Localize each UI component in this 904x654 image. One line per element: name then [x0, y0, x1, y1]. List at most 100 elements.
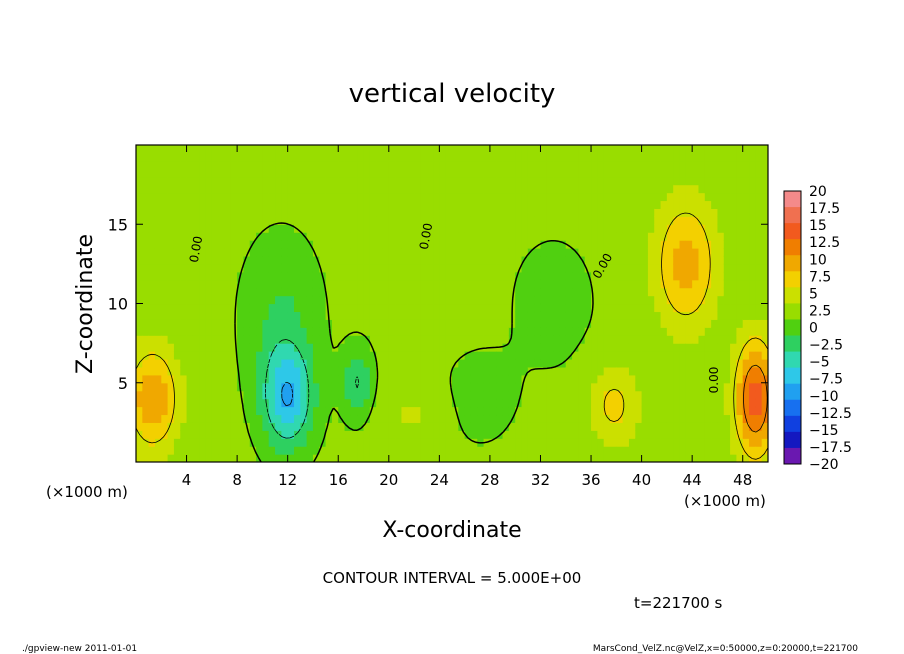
heatmap-cell	[224, 351, 232, 360]
heatmap-cell	[433, 152, 440, 162]
heatmap-cell	[319, 446, 327, 455]
heatmap-cell	[376, 390, 384, 400]
heatmap-cell	[597, 208, 605, 217]
heatmap-cell	[723, 438, 731, 447]
heatmap-cell	[477, 454, 485, 462]
heatmap-cell	[167, 351, 175, 360]
heatmap-cell	[660, 192, 668, 202]
heatmap-cell	[325, 382, 333, 392]
colorbar-swatch	[784, 239, 801, 256]
heatmap-cell	[489, 382, 497, 392]
heatmap-cell	[597, 454, 605, 462]
heatmap-cell	[711, 398, 719, 408]
heatmap-cell	[628, 200, 636, 209]
heatmap-cell	[572, 311, 579, 320]
heatmap-cell	[521, 248, 529, 257]
heatmap-cell	[199, 422, 207, 431]
heatmap-cell	[218, 422, 226, 431]
heatmap-cell	[704, 303, 712, 313]
heatmap-cell	[704, 263, 712, 273]
heatmap-cell	[635, 176, 643, 186]
heatmap-cell	[496, 335, 504, 344]
heatmap-cell	[622, 390, 630, 400]
heatmap-cell	[420, 216, 428, 225]
heatmap-cell	[464, 327, 472, 336]
heatmap-cell	[439, 248, 447, 257]
heatmap-cell	[344, 414, 352, 423]
colorbar-swatch	[784, 351, 801, 369]
heatmap-cell	[243, 287, 251, 297]
heatmap-cell	[186, 160, 194, 170]
heatmap-cell	[142, 398, 150, 408]
heatmap-cell	[692, 358, 700, 368]
heatmap-cell	[319, 335, 327, 344]
heatmap-cell	[647, 335, 655, 344]
heatmap-cell	[230, 438, 238, 447]
heatmap-cell	[540, 279, 548, 289]
heatmap-cell	[262, 303, 270, 313]
heatmap-cell	[584, 343, 592, 352]
heatmap-cell	[489, 192, 497, 202]
heatmap-cell	[755, 232, 763, 241]
heatmap-cell	[376, 200, 384, 209]
heatmap-cell	[237, 319, 245, 328]
heatmap-cell	[730, 216, 737, 225]
heatmap-cell	[685, 382, 693, 392]
heatmap-cell	[508, 430, 516, 439]
heatmap-cell	[325, 287, 333, 297]
heatmap-cell	[249, 287, 257, 297]
heatmap-cell	[546, 145, 554, 154]
heatmap-cell	[237, 145, 245, 154]
heatmap-cell	[647, 168, 655, 178]
heatmap-cell	[363, 406, 371, 416]
heatmap-cell	[275, 216, 282, 225]
heatmap-cell	[540, 406, 548, 416]
heatmap-cell	[540, 152, 548, 162]
heatmap-cell	[559, 351, 567, 360]
heatmap-cell	[281, 184, 289, 194]
heatmap-cell	[489, 168, 497, 178]
heatmap-cell	[749, 414, 756, 423]
heatmap-cell	[704, 176, 712, 186]
heatmap-cell	[584, 176, 592, 186]
heatmap-cell	[275, 152, 282, 162]
heatmap-cell	[300, 176, 308, 186]
heatmap-cell	[173, 438, 181, 447]
heatmap-cell	[527, 430, 535, 439]
heatmap-cell	[546, 176, 554, 186]
heatmap-cell	[458, 279, 466, 289]
heatmap-cell	[742, 248, 750, 257]
heatmap-cell	[483, 271, 491, 281]
heatmap-cell	[350, 208, 358, 217]
heatmap-cell	[382, 406, 390, 416]
heatmap-cell	[489, 446, 497, 455]
heatmap-cell	[154, 382, 162, 392]
heatmap-cell	[591, 327, 598, 336]
heatmap-cell	[256, 422, 263, 431]
heatmap-cell	[597, 240, 605, 249]
heatmap-cell	[338, 351, 346, 360]
heatmap-cell	[199, 398, 207, 408]
heatmap-cell	[180, 255, 188, 265]
heatmap-cell	[534, 200, 542, 209]
heatmap-cell	[395, 295, 403, 305]
heatmap-cell	[452, 414, 459, 423]
heatmap-cell	[205, 366, 213, 376]
heatmap-cell	[622, 263, 630, 273]
heatmap-cell	[344, 255, 352, 265]
heatmap-cell	[685, 271, 693, 281]
heatmap-cell	[224, 145, 232, 154]
heatmap-cell	[521, 382, 529, 392]
heatmap-cell	[388, 398, 396, 408]
heatmap-cell	[338, 438, 346, 447]
heatmap-cell	[199, 192, 207, 202]
heatmap-cell	[565, 319, 573, 328]
heatmap-cell	[540, 382, 548, 392]
heatmap-cell	[224, 327, 232, 336]
heatmap-cell	[584, 224, 592, 233]
heatmap-cell	[401, 422, 409, 431]
heatmap-cell	[300, 406, 308, 416]
heatmap-cell	[591, 422, 598, 431]
heatmap-cell	[654, 240, 662, 249]
heatmap-cell	[761, 335, 768, 344]
